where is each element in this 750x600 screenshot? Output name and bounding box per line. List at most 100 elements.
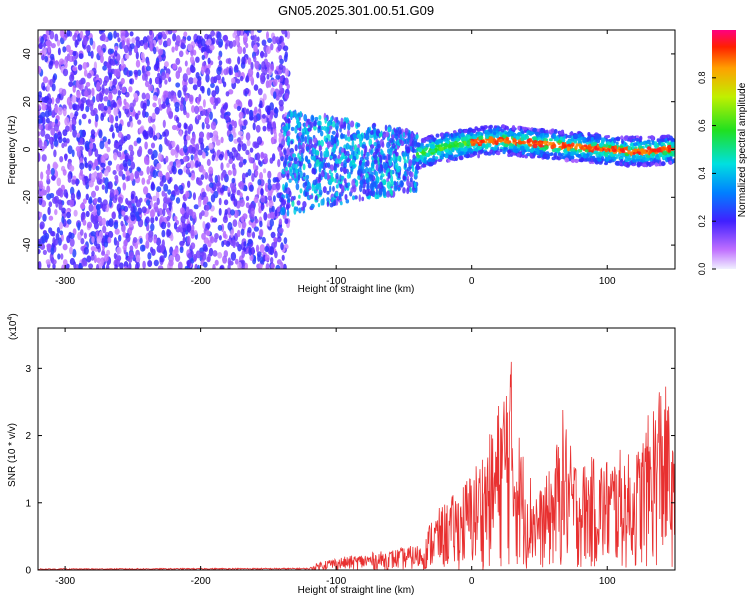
heatmap-cell (236, 229, 241, 238)
heatmap-cell (357, 175, 361, 180)
heatmap-cell (202, 221, 206, 229)
heatmap-cell (269, 218, 274, 227)
heatmap-cell (586, 157, 592, 162)
heatmap-cell (153, 259, 159, 267)
heatmap-cell (315, 184, 320, 190)
heatmap-cell (307, 162, 312, 169)
heatmap-cell (149, 77, 153, 85)
heatmap-cell (135, 113, 139, 120)
heatmap-cell (41, 154, 47, 162)
heatmap-cell (83, 69, 88, 77)
heatmap-cell (273, 237, 278, 243)
heatmap-cell (165, 155, 169, 163)
x-tick-label: 0 (469, 276, 475, 287)
heatmap-cell (56, 177, 62, 187)
heatmap-cell (190, 154, 194, 161)
heatmap-cell (90, 129, 95, 137)
heatmap-cell (174, 106, 180, 113)
heatmap-cell (318, 174, 322, 183)
heatmap-cell (308, 138, 313, 145)
heatmap-cell (170, 94, 174, 102)
heatmap-cell (387, 172, 390, 179)
heatmap-cell (259, 100, 263, 108)
heatmap-cell (44, 232, 50, 240)
heatmap-cell (287, 194, 290, 202)
heatmap-cell (539, 129, 544, 135)
heatmap-cell (345, 117, 349, 124)
heatmap-cell (260, 194, 266, 204)
heatmap-cell (265, 61, 271, 69)
heatmap-cell (85, 105, 90, 113)
heatmap-cell (72, 50, 77, 57)
heatmap-cell (50, 53, 55, 61)
heatmap-cell (146, 179, 151, 185)
heatmap-cell (460, 147, 465, 152)
heatmap-cell (230, 229, 234, 238)
heatmap-cell (249, 254, 254, 261)
heatmap-cell (50, 127, 56, 136)
heatmap-cell (216, 31, 222, 40)
heatmap-cell (113, 252, 117, 260)
heatmap-cell (243, 36, 248, 43)
heatmap-cell (208, 166, 214, 175)
heatmap-cell (260, 202, 264, 211)
heatmap-cell (144, 141, 148, 150)
heatmap-cell (238, 130, 243, 136)
y-tick-label: 20 (22, 96, 33, 108)
heatmap-cell (261, 39, 267, 46)
heatmap-cell (97, 215, 103, 223)
heatmap-cell (252, 122, 256, 131)
heatmap-cell (184, 94, 188, 102)
heatmap-cell (61, 207, 66, 214)
heatmap-cell (205, 230, 211, 237)
heatmap-cell (415, 134, 419, 140)
heatmap-cell (62, 137, 67, 143)
heatmap-cell (202, 169, 206, 175)
heatmap-cell (248, 156, 254, 164)
heatmap-cell (71, 149, 75, 158)
heatmap-cell (129, 172, 134, 182)
heatmap-cell (141, 177, 146, 185)
heatmap-cell (211, 90, 217, 97)
heatmap-cell (252, 161, 257, 171)
x-tick-label: 100 (599, 576, 616, 587)
heatmap-cell (139, 197, 143, 203)
heatmap-cell (640, 148, 646, 154)
heatmap-cell (448, 156, 454, 161)
heatmap-cell (53, 132, 58, 142)
heatmap-cell (406, 187, 410, 195)
heatmap-cell (172, 33, 177, 42)
heatmap-cell (400, 181, 404, 187)
heatmap-cell (270, 263, 275, 269)
heatmap-cell (214, 98, 219, 106)
heatmap-cell (201, 86, 205, 94)
heatmap-cell (43, 34, 48, 40)
heatmap-cell (200, 142, 205, 151)
heatmap-cell (193, 204, 199, 210)
heatmap-cell (81, 97, 87, 104)
heatmap-cell (370, 174, 373, 181)
heatmap-cell (384, 163, 388, 171)
heatmap-cell (607, 144, 611, 149)
heatmap-cell (489, 128, 493, 134)
heatmap-cell (669, 156, 673, 161)
heatmap-cell (66, 219, 72, 225)
heatmap-cell (88, 118, 92, 124)
heatmap-cell (231, 163, 236, 170)
heatmap-cell (44, 133, 51, 140)
heatmap-cell (299, 188, 303, 194)
heatmap-cell (39, 211, 43, 218)
heatmap-cell (62, 129, 68, 137)
heatmap-cell (140, 52, 145, 60)
heatmap-cell (552, 143, 557, 149)
heatmap-cell (80, 237, 85, 245)
heatmap-cell (98, 104, 102, 111)
heatmap-cell (266, 121, 272, 130)
heatmap-cell (390, 169, 393, 177)
heatmap-cell (38, 104, 41, 110)
heatmap-cell (376, 143, 382, 149)
heatmap-cell (42, 116, 46, 125)
heatmap-cell (529, 148, 534, 153)
heatmap-cell (61, 264, 65, 269)
